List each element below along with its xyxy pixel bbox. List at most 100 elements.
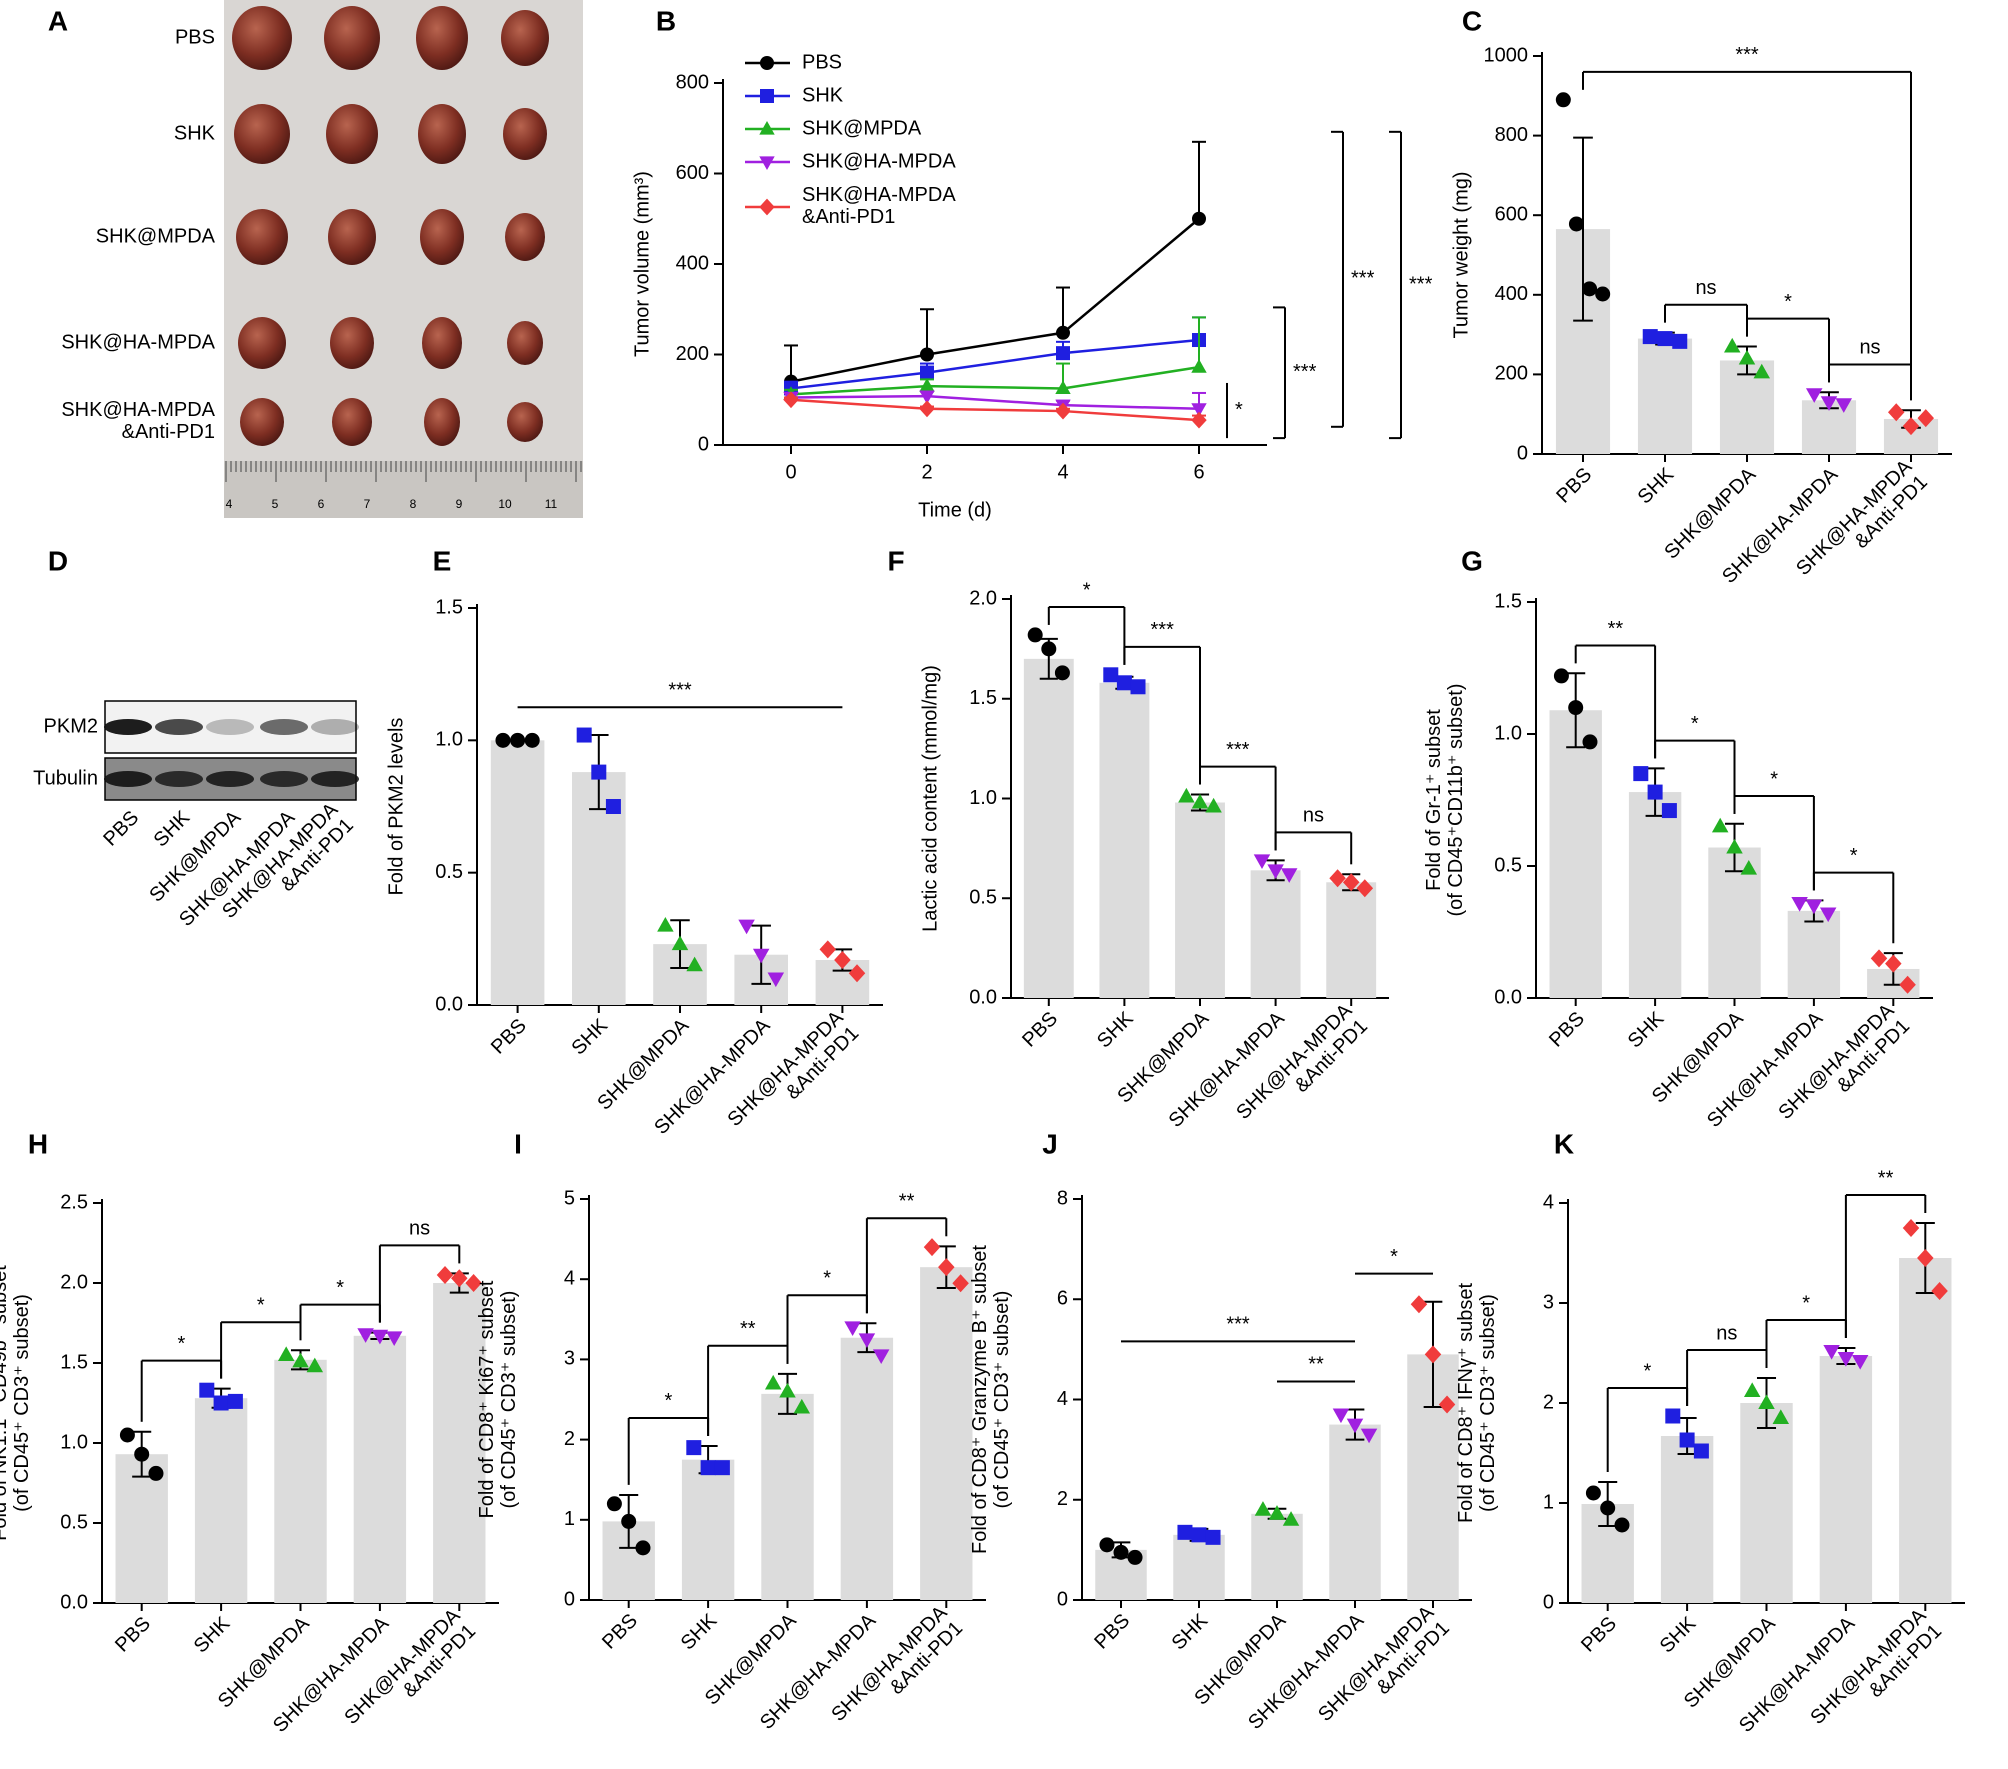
y-tick-label: 1.0 bbox=[1494, 722, 1522, 744]
y-tick-label: 1.5 bbox=[60, 1351, 88, 1373]
y-axis-label: Fold of NK1.1⁺ CD49b⁺ subset(of CD45⁺ CD… bbox=[0, 1265, 33, 1541]
data-point bbox=[1192, 211, 1206, 226]
y-tick-label: 600 bbox=[676, 162, 709, 184]
data-point bbox=[510, 732, 526, 748]
row-label: SHK@HA-MPDA bbox=[61, 331, 215, 353]
data-point bbox=[1099, 1537, 1115, 1553]
data-point bbox=[357, 1328, 374, 1343]
data-point bbox=[1582, 734, 1598, 750]
data-point bbox=[1329, 869, 1346, 888]
data-point bbox=[1823, 1345, 1840, 1360]
y-tick-label: 4 bbox=[564, 1267, 575, 1289]
ruler-number: 10 bbox=[498, 497, 512, 511]
panel-letter: A bbox=[48, 5, 68, 36]
sig-label: ** bbox=[740, 1318, 756, 1340]
data-point bbox=[1772, 1409, 1790, 1424]
bar bbox=[1099, 682, 1150, 998]
sig-label: * bbox=[257, 1294, 265, 1316]
y-tick-label: 0.0 bbox=[1494, 986, 1522, 1008]
data-point bbox=[1931, 1282, 1948, 1300]
data-point bbox=[1568, 700, 1584, 716]
data-point bbox=[1851, 1355, 1869, 1370]
ruler-number: 11 bbox=[545, 497, 558, 511]
y-axis-label: Fold of PKM2 levels bbox=[385, 718, 407, 896]
data-point bbox=[919, 390, 935, 405]
data-point bbox=[1917, 409, 1935, 428]
blot-band bbox=[104, 719, 152, 735]
tumor bbox=[503, 108, 547, 160]
sig-label: *** bbox=[1351, 268, 1375, 290]
data-point bbox=[1055, 402, 1071, 420]
data-point bbox=[606, 1496, 622, 1512]
tumor bbox=[236, 209, 288, 265]
y-tick-label: 2 bbox=[564, 1428, 575, 1450]
data-point bbox=[1130, 679, 1146, 695]
data-point bbox=[1899, 975, 1916, 994]
data-point bbox=[1410, 1295, 1428, 1314]
y-tick-label: 1.0 bbox=[969, 787, 997, 809]
bar bbox=[433, 1283, 486, 1603]
sig-label: ** bbox=[1878, 1167, 1894, 1189]
bar bbox=[1329, 1424, 1381, 1600]
y-tick-label: 1 bbox=[1543, 1491, 1554, 1513]
sig-label: *** bbox=[1735, 44, 1759, 66]
data-point bbox=[1738, 349, 1756, 365]
data-point bbox=[1438, 1395, 1456, 1414]
data-point bbox=[1642, 329, 1658, 345]
tumor bbox=[507, 321, 543, 365]
data-point bbox=[1332, 1408, 1350, 1424]
y-tick-label: 400 bbox=[676, 252, 709, 274]
sig-label: * bbox=[336, 1277, 344, 1299]
panel-letter: H bbox=[28, 1128, 48, 1159]
legend-marker bbox=[759, 156, 775, 171]
y-tick-label: 1000 bbox=[1484, 44, 1529, 66]
legend-label: SHK@MPDA bbox=[802, 117, 922, 139]
data-point bbox=[872, 1349, 890, 1365]
data-point bbox=[1116, 675, 1132, 691]
data-point bbox=[793, 1398, 811, 1414]
data-point bbox=[738, 919, 755, 935]
sig-label: ** bbox=[1308, 1354, 1324, 1376]
bar bbox=[1251, 1513, 1303, 1600]
sig-label: * bbox=[1235, 399, 1243, 421]
bar bbox=[1326, 882, 1377, 998]
y-tick-label: 2 bbox=[1057, 1488, 1068, 1510]
y-tick-label: 5 bbox=[564, 1187, 575, 1209]
data-point bbox=[1103, 667, 1119, 683]
blot-band bbox=[206, 771, 254, 787]
legend-label: SHK@HA-MPDA bbox=[802, 150, 956, 172]
y-tick-label: 0 bbox=[1543, 1591, 1554, 1613]
ruler-number: 7 bbox=[364, 497, 371, 511]
tumor bbox=[324, 6, 380, 70]
data-point bbox=[465, 1274, 482, 1292]
data-point bbox=[671, 935, 689, 951]
legend-marker bbox=[759, 120, 775, 135]
x-tick-label: 4 bbox=[1057, 461, 1068, 483]
x-tick-label: 0 bbox=[785, 461, 796, 483]
y-tick-label: 0.5 bbox=[60, 1511, 88, 1533]
bar bbox=[920, 1267, 973, 1600]
data-point bbox=[1600, 1500, 1616, 1516]
data-point bbox=[920, 347, 934, 362]
data-point bbox=[1342, 873, 1360, 892]
data-point bbox=[1595, 286, 1611, 302]
sig-label: ns bbox=[1716, 1322, 1737, 1344]
bar bbox=[1628, 792, 1682, 998]
data-point bbox=[213, 1395, 229, 1411]
y-tick-label: 600 bbox=[1495, 203, 1528, 225]
tumor bbox=[501, 10, 549, 66]
tumor bbox=[332, 398, 372, 446]
data-point bbox=[1356, 879, 1374, 898]
bar bbox=[1173, 1534, 1225, 1600]
sig-label: ** bbox=[1608, 618, 1624, 640]
legend-marker bbox=[760, 56, 774, 70]
data-point bbox=[576, 727, 592, 743]
panel-letter: G bbox=[1461, 545, 1483, 576]
sig-label: * bbox=[1850, 845, 1858, 867]
y-tick-label: 800 bbox=[676, 71, 709, 93]
ruler bbox=[224, 461, 583, 518]
y-tick-label: 0.5 bbox=[969, 887, 997, 909]
data-point bbox=[306, 1357, 324, 1373]
row-label: PBS bbox=[175, 26, 215, 48]
row-label: SHK bbox=[174, 122, 216, 144]
